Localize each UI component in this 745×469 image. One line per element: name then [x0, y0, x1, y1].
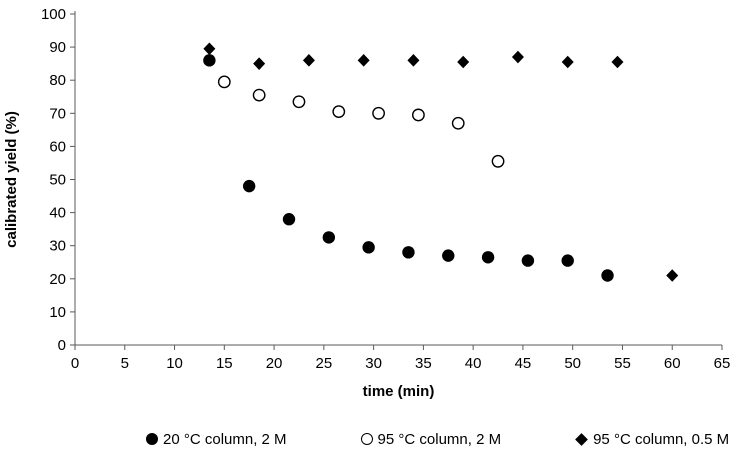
data-point-filled-diamond	[302, 54, 315, 67]
x-tick-label: 50	[564, 355, 581, 372]
data-point-open-circle	[451, 116, 465, 130]
x-tick-label: 10	[166, 355, 183, 372]
y-tick-label: 90	[49, 39, 66, 56]
data-point-filled-diamond	[511, 50, 524, 64]
x-tick-label: 35	[415, 355, 432, 372]
y-tick-label: 80	[49, 72, 66, 89]
y-tick-label: 60	[49, 138, 66, 155]
x-tick-label: 0	[71, 355, 79, 372]
data-point-filled-diamond	[457, 55, 470, 69]
x-tick-label: 25	[316, 355, 333, 372]
x-tick-label: 60	[664, 355, 681, 372]
data-point-filled-diamond	[203, 42, 216, 56]
legend-item-series-1: 20 °C column, 2 M	[146, 431, 287, 448]
legend-item-series-2: 95 °C column, 2 M	[360, 430, 502, 448]
legend-label-series-3: 95 °C column, 0.5 M	[593, 430, 730, 448]
data-point-filled-circle	[242, 179, 256, 193]
x-tick-label: 40	[465, 355, 482, 372]
legend-item-series-3: 95 °C column, 0.5 M	[575, 431, 729, 448]
x-tick-label: 65	[714, 355, 731, 372]
data-point-filled-circle	[481, 251, 495, 264]
data-point-filled-circle	[362, 241, 375, 254]
y-tick-label: 40	[49, 205, 66, 222]
data-point-filled-circle	[322, 231, 336, 244]
chart-legend: 20 °C column, 2 M 95 °C column, 2 M 95 °…	[0, 413, 745, 465]
y-tick-label: 100	[41, 6, 66, 23]
data-point-open-circle	[491, 154, 505, 168]
filled-diamond-marker-icon	[575, 432, 588, 446]
data-point-filled-circle	[402, 246, 415, 259]
data-point-open-circle	[217, 75, 231, 89]
data-point-open-circle	[412, 108, 425, 122]
data-point-filled-circle	[561, 254, 574, 267]
legend-label-series-2: 95 °C column, 2 M	[377, 430, 502, 448]
data-point-filled-circle	[203, 54, 216, 67]
x-tick-label: 30	[365, 355, 382, 372]
y-tick-label: 50	[49, 172, 66, 189]
y-axis-title: calibrated yield (%)	[3, 111, 20, 248]
data-point-filled-diamond	[561, 55, 574, 69]
data-point-filled-diamond	[253, 57, 266, 70]
data-point-open-circle	[292, 95, 306, 109]
x-tick-label: 15	[216, 355, 233, 372]
x-tick-label: 5	[121, 355, 129, 372]
y-tick-label: 20	[49, 271, 66, 288]
x-axis-title: time (min)	[363, 383, 435, 400]
plot-svg: 0 10 20 30 40 50 60 70 80 90 100 0 5 10 15 20 25 30 35 40 45…	[3, 6, 731, 400]
data-point-open-circle	[332, 105, 346, 119]
x-tick-label: 45	[515, 355, 532, 372]
data-point-filled-circle	[521, 254, 535, 267]
x-tick-label: 55	[614, 355, 631, 372]
open-circle-marker-icon	[360, 433, 373, 445]
filled-circle-marker-icon	[146, 433, 158, 445]
data-point-open-circle	[252, 88, 266, 102]
y-tick-label: 10	[49, 304, 66, 321]
x-tick-label: 20	[266, 355, 283, 372]
data-point-filled-diamond	[407, 54, 420, 67]
data-point-filled-circle	[442, 249, 455, 262]
data-point-open-circle	[372, 106, 385, 120]
data-point-filled-diamond	[611, 55, 624, 69]
y-tick-label: 30	[49, 238, 66, 255]
data-point-filled-diamond	[666, 269, 679, 282]
data-point-filled-diamond	[357, 54, 370, 67]
y-tick-label: 70	[49, 105, 66, 122]
y-tick-label: 0	[58, 337, 66, 354]
legend-label-series-1: 20 °C column, 2 M	[163, 430, 287, 448]
data-point-filled-circle	[601, 269, 614, 282]
data-point-filled-circle	[282, 213, 296, 226]
